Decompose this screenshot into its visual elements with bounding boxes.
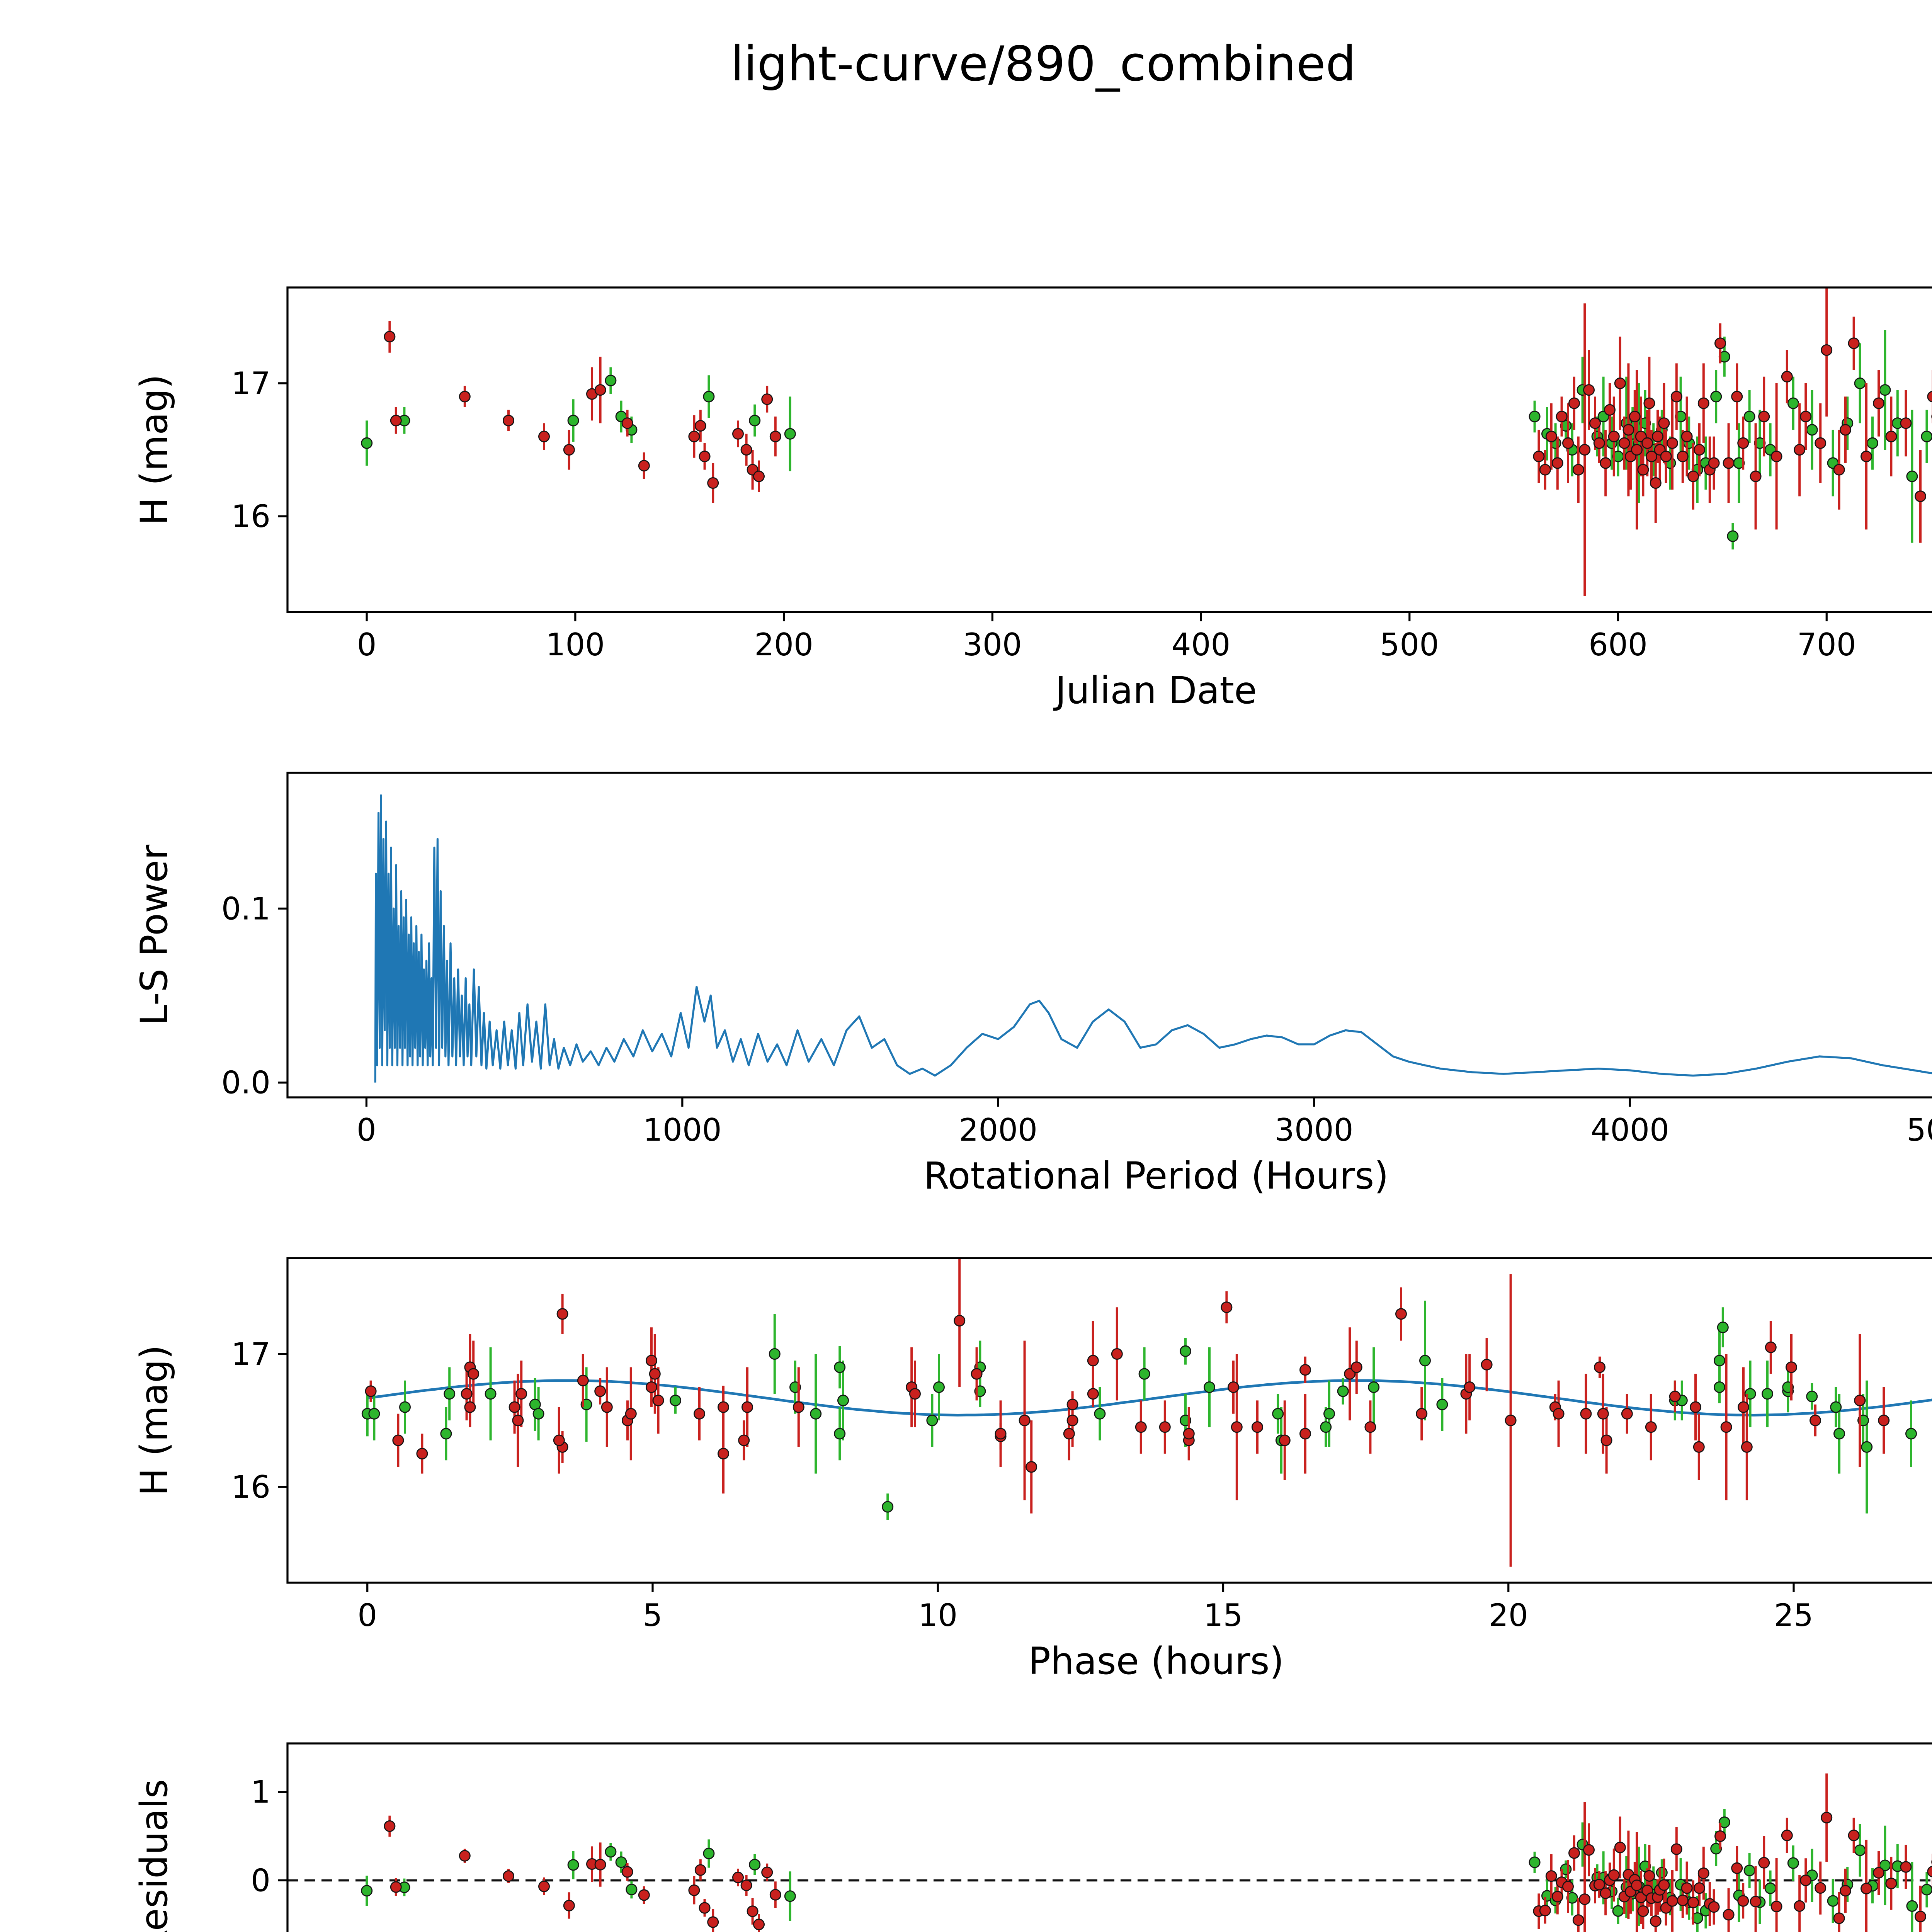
panel-periodogram: 0 1000 2000 3000 4000 5000 0.0 0.1 Rotational Pe…	[133, 772, 1932, 1197]
ylabel-lightcurve: H (mag)	[133, 374, 176, 526]
x-tick-label: 100	[546, 627, 605, 663]
dataset-red-markers	[384, 331, 1932, 502]
xlabel-phase: Phase (hours)	[1028, 1639, 1284, 1683]
y-tick-label: 17	[231, 1336, 270, 1372]
axes-frame	[286, 286, 1932, 613]
x-tick-label: 0	[357, 1597, 377, 1633]
ylabel-periodogram: L-S Power	[133, 844, 176, 1026]
dataset-green-phase-markers	[361, 1321, 1917, 1513]
x-tick-label: 0	[357, 627, 377, 663]
x-tick-label: 4000	[1590, 1112, 1669, 1148]
x-tick-label: 600	[1588, 627, 1648, 663]
y-tick-label: 0	[251, 1862, 270, 1898]
x-tick-label: 700	[1797, 627, 1856, 663]
panel-lightcurve: 0 100 200 300 400 500 600 700 16 17 Julian Date H (…	[133, 286, 1932, 712]
x-tick-label: 400	[1172, 627, 1231, 663]
axes-frame	[286, 1742, 1932, 1932]
x-tick-label: 500	[1380, 627, 1439, 663]
x-tick-label: 0	[357, 1112, 376, 1148]
periodogram-line	[374, 794, 1932, 1083]
x-tick-label: 25	[1774, 1597, 1813, 1633]
x-tick-label: 200	[754, 627, 813, 663]
y-tick-label: 1	[251, 1774, 270, 1810]
y-tick-label: 0.1	[221, 891, 270, 927]
y-tick-label: 17	[231, 366, 270, 401]
panel-phase: 0 5 10 15 20 25 16 17 Phase (hours) H (mag)	[133, 1257, 1932, 1683]
dataset-red-residual-markers	[384, 1811, 1932, 1930]
y-tick-label: 16	[231, 1469, 270, 1505]
x-tick-label: 5	[643, 1597, 663, 1633]
ylabel-phase: H (mag)	[133, 1345, 176, 1496]
x-tick-label: 15	[1204, 1597, 1243, 1633]
ylabel-residuals: Residuals	[133, 1779, 176, 1932]
axes-frame	[286, 772, 1932, 1099]
dataset-red-errorbars	[388, 287, 1932, 596]
x-tick-label: 3000	[1275, 1112, 1354, 1148]
y-tick-label: 0.0	[221, 1065, 270, 1101]
y-tick-label: 16	[231, 498, 270, 534]
x-tick-label: 20	[1489, 1597, 1528, 1633]
xlabel-periodogram: Rotational Period (Hours)	[923, 1154, 1389, 1197]
x-tick-label: 10	[918, 1597, 957, 1633]
x-tick-label: 300	[963, 627, 1022, 663]
axes-frame	[286, 1257, 1932, 1584]
x-tick-label: 1000	[643, 1112, 722, 1148]
figure-title: light-curve/890_combined	[730, 36, 1356, 92]
x-tick-label: 5000	[1906, 1112, 1932, 1148]
dataset-green-phase-errorbars	[366, 1301, 1912, 1520]
dataset-green-residual-markers	[361, 1816, 1932, 1924]
dataset-green-errorbars	[366, 330, 1928, 549]
dataset-red-phase-markers	[365, 1301, 1890, 1473]
xlabel-lightcurve: Julian Date	[1053, 669, 1257, 712]
x-tick-label: 2000	[959, 1112, 1037, 1148]
